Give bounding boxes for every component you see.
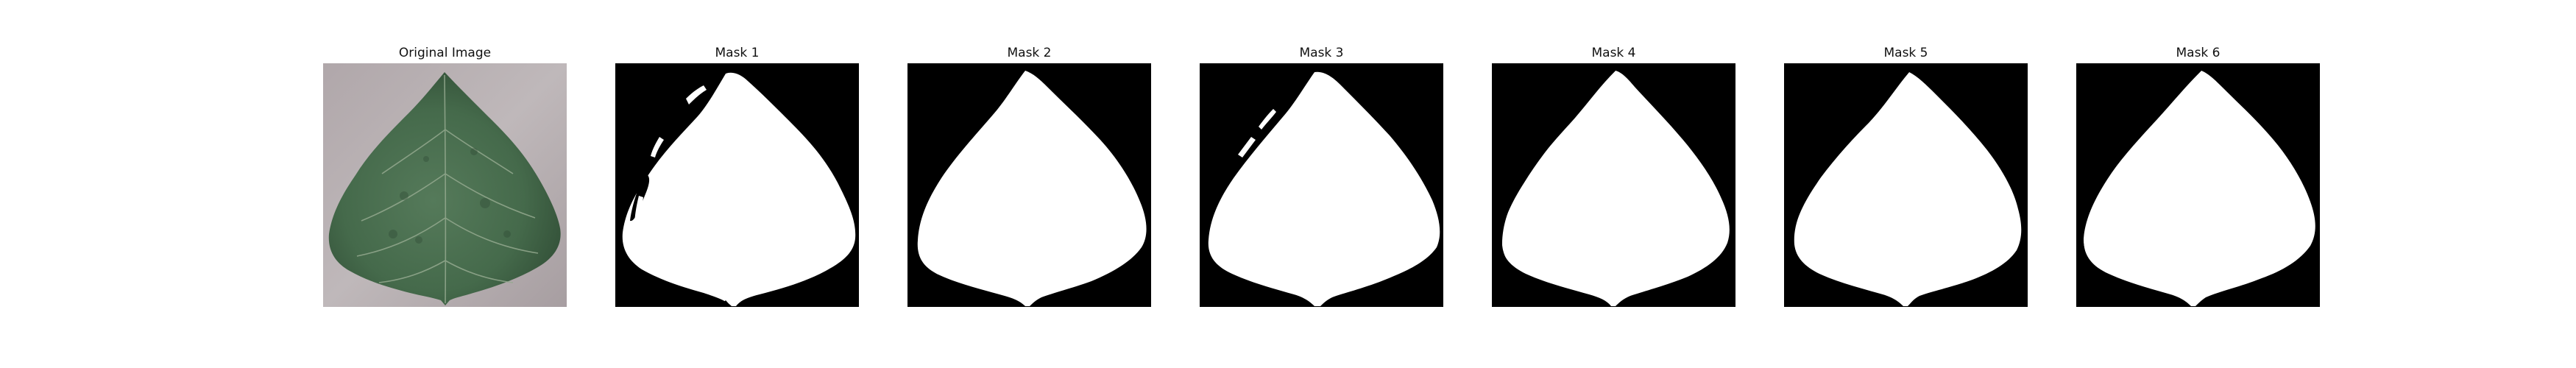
mask-image (615, 63, 859, 307)
mask-6-svg (2076, 63, 2320, 307)
panel-title: Mask 3 (1299, 46, 1344, 60)
mask-2-svg (907, 63, 1151, 307)
panel-mask-5: Mask 5 (1784, 46, 2028, 307)
mask-image (1200, 63, 1443, 307)
mask-image (2076, 63, 2320, 307)
panel-original-image: Original Image (323, 46, 567, 307)
mask-image (907, 63, 1151, 307)
mask-5-svg (1784, 63, 2028, 307)
mask-1-svg (615, 63, 859, 307)
mask-image (1492, 63, 1735, 307)
panel-mask-6: Mask 6 (2076, 46, 2320, 307)
panel-mask-3: Mask 3 (1200, 46, 1443, 307)
panel-title: Original Image (398, 46, 492, 60)
panel-title: Mask 1 (715, 46, 760, 60)
leaf-photo (323, 63, 567, 307)
panel-title: Mask 5 (1883, 46, 1928, 60)
panel-title: Mask 6 (2176, 46, 2221, 60)
panel-mask-2: Mask 2 (907, 46, 1151, 307)
panel-title: Mask 4 (1591, 46, 1636, 60)
mask-4-svg (1492, 63, 1735, 307)
mask-3-svg (1200, 63, 1443, 307)
panel-mask-4: Mask 4 (1492, 46, 1735, 307)
panel-title: Mask 2 (1007, 46, 1052, 60)
original-image (323, 63, 567, 307)
panel-mask-1: Mask 1 (615, 46, 859, 307)
mask-image (1784, 63, 2028, 307)
